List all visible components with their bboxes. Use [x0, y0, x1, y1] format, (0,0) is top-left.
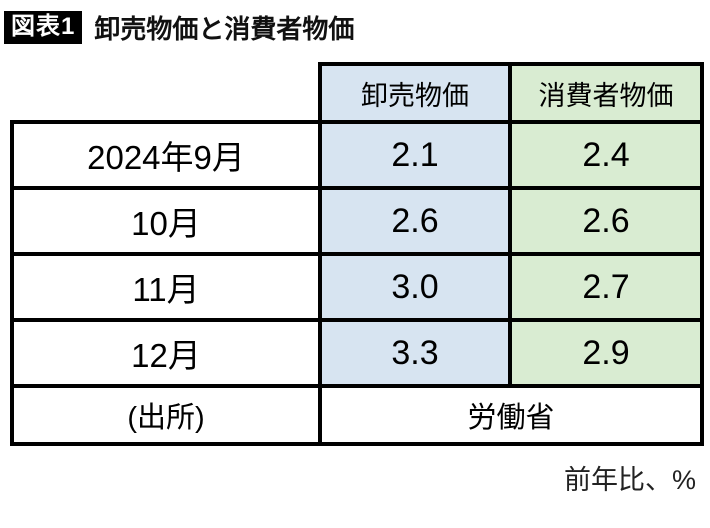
empty-header-cell [12, 64, 320, 122]
figure-header: 図表1 卸売物価と消費者物価 [0, 0, 710, 54]
source-value: 労働省 [318, 384, 704, 446]
column-header-wholesale: 卸売物価 [318, 62, 512, 124]
consumer-value: 2.7 [508, 252, 704, 322]
table-header-row: 卸売物価 消費者物価 [12, 62, 704, 124]
consumer-value: 2.4 [508, 120, 704, 190]
source-row: (出所) 労働省 [10, 384, 704, 446]
consumer-value: 2.6 [508, 186, 704, 256]
price-table: 卸売物価 消費者物価 2024年9月 2.1 2.4 10月 2.6 2.6 1… [10, 62, 704, 446]
period-cell: 10月 [10, 186, 322, 256]
wholesale-value: 3.3 [318, 318, 512, 388]
wholesale-value: 2.1 [318, 120, 512, 190]
table-row: 2024年9月 2.1 2.4 [10, 120, 704, 190]
table-row: 10月 2.6 2.6 [10, 186, 704, 256]
source-label: (出所) [10, 384, 322, 446]
consumer-value: 2.9 [508, 318, 704, 388]
period-cell: 11月 [10, 252, 322, 322]
period-cell: 12月 [10, 318, 322, 388]
table-row: 11月 3.0 2.7 [10, 252, 704, 322]
wholesale-value: 3.0 [318, 252, 512, 322]
figure-number-tag: 図表1 [4, 10, 83, 45]
column-header-consumer: 消費者物価 [508, 62, 704, 124]
unit-note: 前年比、% [563, 465, 696, 495]
wholesale-value: 2.6 [318, 186, 512, 256]
table-row: 12月 3.3 2.9 [10, 318, 704, 388]
period-cell: 2024年9月 [10, 120, 322, 190]
page-title: 卸売物価と消費者物価 [94, 14, 355, 44]
